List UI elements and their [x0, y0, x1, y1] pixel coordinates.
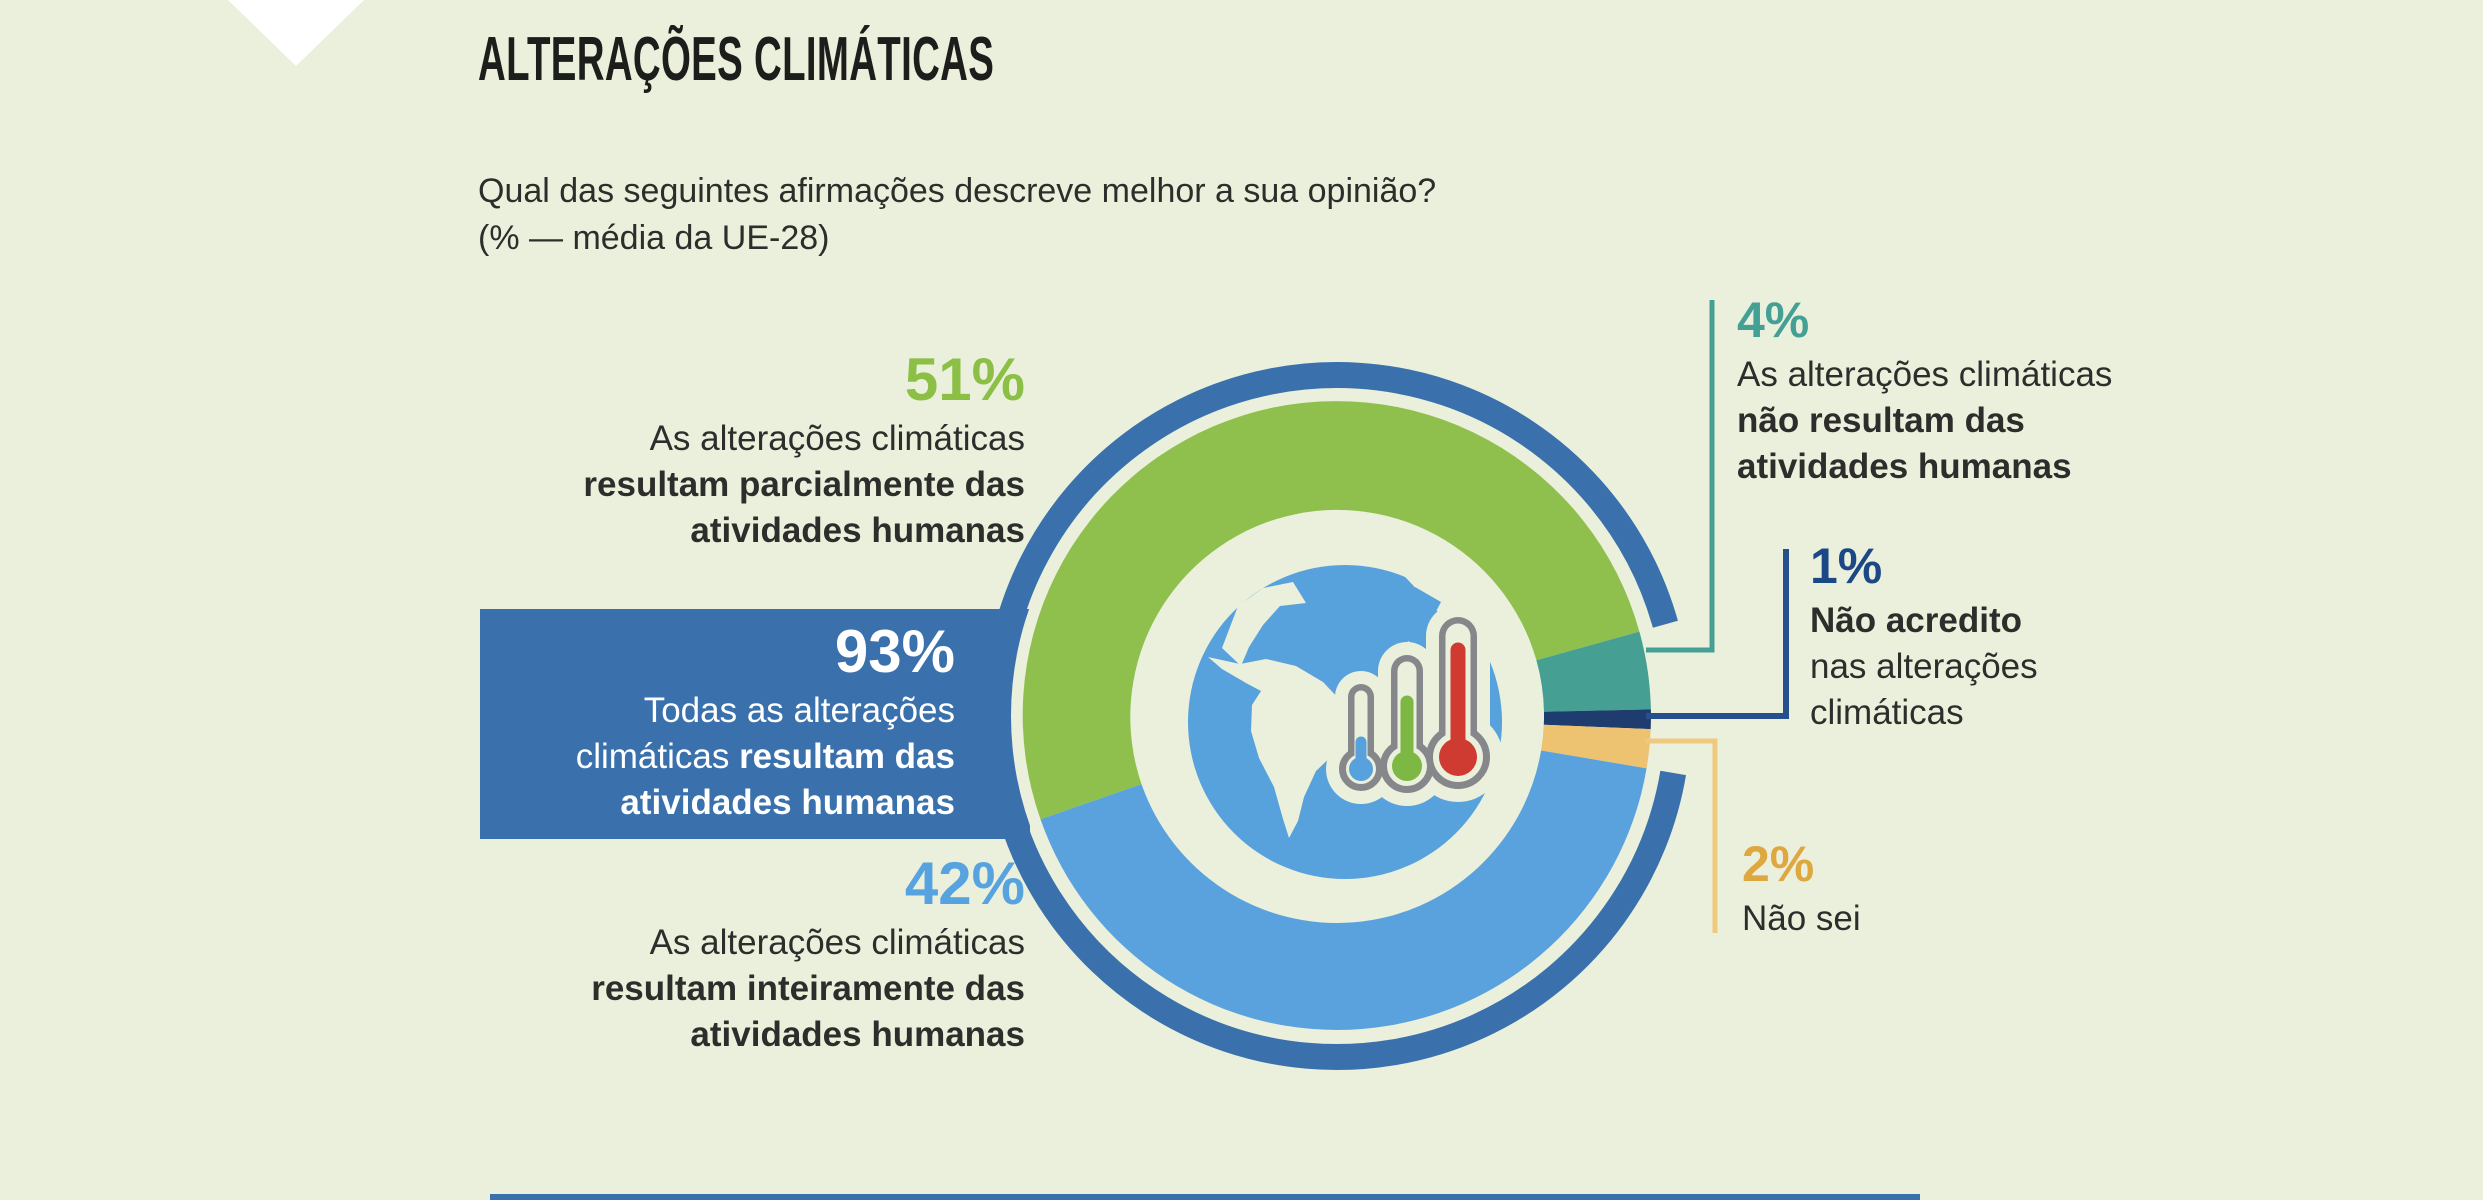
callout-text-line: As alterações climáticas	[1737, 355, 2113, 394]
page-title: ALTERAÇÕES CLIMÁTICAS	[478, 25, 995, 94]
callout-text-line: atividades humanas	[620, 783, 955, 822]
highlight-93-box	[480, 609, 1030, 839]
leader-line-c2	[1646, 738, 1718, 933]
question-line-2: (% — média da UE-28)	[478, 219, 830, 257]
callout-text-line: As alterações climáticas	[649, 419, 1025, 458]
bottom-accent-bar	[490, 1194, 1920, 1200]
ribbon-notch-icon	[228, 0, 364, 66]
landmass-north	[1222, 582, 1306, 666]
percent-value: 42%	[904, 850, 1025, 917]
callout-text-line: climáticas	[1810, 693, 1964, 732]
globe-fragment	[1409, 587, 1441, 621]
callout-text-line: Todas as alterações	[643, 691, 955, 730]
callout-text-line: Não acredito	[1810, 601, 2022, 640]
percent-value: 93%	[834, 618, 955, 685]
thermometer-medium-icon	[1380, 655, 1434, 793]
mercury-bulb	[1392, 751, 1422, 781]
thermometer-large-icon	[1426, 617, 1490, 789]
mercury-bulb	[1439, 738, 1477, 776]
leader-line-c4	[1646, 300, 1715, 653]
callout-2: 2% Não sei	[1742, 836, 1861, 942]
donut-segment-4	[1536, 631, 1651, 712]
callout-text-line: não resultam das	[1737, 401, 2025, 440]
donut-segment-2	[1541, 724, 1651, 769]
donut-segment-42	[1040, 750, 1647, 1030]
callout-93: 93% Todas as alterações climáticas resulta…	[576, 620, 955, 826]
callout-1: 1% Não acredito nas alterações climáticas	[1810, 538, 2038, 736]
callout-42: 42% As alterações climáticas resultam inte…	[591, 852, 1025, 1058]
globe-with-thermometers-icon	[1188, 547, 1503, 879]
callout-text-line: atividades humanas	[690, 511, 1025, 550]
callout-text-line: Não sei	[1742, 899, 1861, 938]
percent-value: 2%	[1742, 836, 1815, 892]
donut-segment-1	[1543, 709, 1651, 730]
callout-text-line: nas alterações	[1810, 647, 2038, 686]
percent-value: 51%	[904, 346, 1025, 413]
callout-51: 51% As alterações climáticas resultam parc…	[583, 348, 1025, 554]
callout-text-line: resultam inteiramente das	[591, 969, 1025, 1008]
leader-line-c1	[1646, 549, 1789, 719]
callout-text-line: atividades humanas	[690, 1015, 1025, 1054]
question-line-1: Qual das seguintes afirmações descreve m…	[478, 172, 1437, 210]
mercury-bulb	[1349, 757, 1373, 781]
callout-text-line: As alterações climáticas	[649, 923, 1025, 962]
thermometer-small-icon	[1339, 684, 1383, 791]
percent-value: 1%	[1810, 538, 1883, 594]
outer-arc-93	[982, 362, 1687, 1071]
callout-text-line: climáticas resultam das	[575, 737, 955, 776]
callout-4: 4% As alterações climáticas não resultam d…	[1737, 292, 2112, 490]
landmass-south-america	[1208, 657, 1347, 838]
survey-question: Qual das seguintes afirmações descreve m…	[478, 168, 1436, 262]
callout-text-line: atividades humanas	[1737, 447, 2072, 486]
donut-segment-51	[1022, 401, 1640, 820]
percent-value: 4%	[1737, 292, 1810, 348]
callout-text-line: resultam parcialmente das	[583, 465, 1025, 504]
